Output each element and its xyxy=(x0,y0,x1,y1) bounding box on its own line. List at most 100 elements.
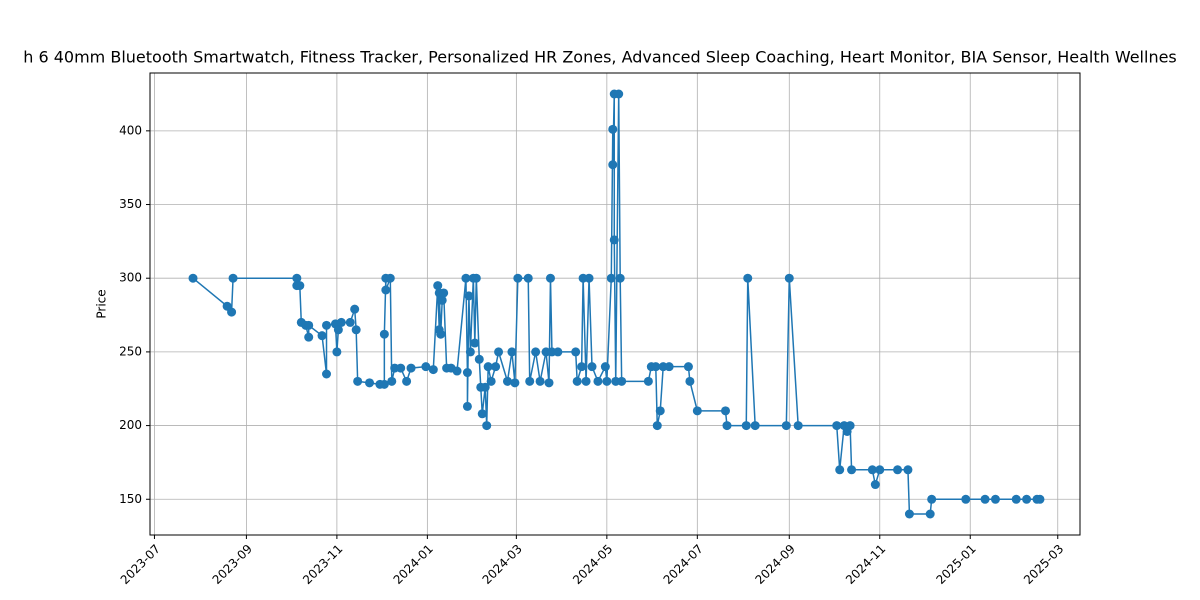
y-tick-label: 350 xyxy=(119,197,142,211)
price-point xyxy=(482,421,492,431)
price-point xyxy=(870,480,880,490)
price-point xyxy=(664,362,674,372)
price-point xyxy=(904,509,914,519)
price-point xyxy=(228,273,238,283)
price-point xyxy=(317,331,327,341)
price-point xyxy=(545,273,555,283)
price-point xyxy=(336,317,346,327)
price-point xyxy=(609,235,619,245)
price-point xyxy=(421,362,431,372)
price-point xyxy=(351,325,361,335)
price-point xyxy=(474,354,484,364)
price-point xyxy=(608,124,618,134)
price-point xyxy=(614,89,624,99)
price-point xyxy=(722,421,732,431)
price-point xyxy=(402,376,412,386)
price-point xyxy=(544,378,554,388)
price-point xyxy=(523,273,533,283)
price-point xyxy=(784,273,794,283)
x-tick-label: 2023-11 xyxy=(300,542,345,587)
x-tick-label: 2024-11 xyxy=(843,542,888,587)
price-point xyxy=(750,421,760,431)
x-tick-label: 2025-03 xyxy=(1021,542,1066,587)
price-point xyxy=(295,281,305,291)
price-point xyxy=(510,378,520,388)
price-point xyxy=(692,406,702,416)
price-point xyxy=(433,281,443,291)
price-point xyxy=(903,465,913,475)
price-point xyxy=(980,494,990,504)
price-point xyxy=(571,347,581,357)
price-point xyxy=(608,160,618,170)
price-point xyxy=(581,376,591,386)
price-point xyxy=(875,465,885,475)
price-point xyxy=(643,376,653,386)
price-point xyxy=(600,362,610,372)
price-point xyxy=(436,329,446,339)
price-point xyxy=(513,273,523,283)
price-point xyxy=(332,347,342,357)
price-point xyxy=(396,363,406,373)
price-point xyxy=(471,273,481,283)
price-point xyxy=(845,421,855,431)
price-point xyxy=(385,273,395,283)
price-point xyxy=(961,494,971,504)
price-point xyxy=(452,366,462,376)
x-tick-label: 2025-01 xyxy=(933,542,978,587)
x-tick-label: 2024-07 xyxy=(661,542,706,587)
price-point xyxy=(491,362,501,372)
plot-area xyxy=(188,89,1045,519)
price-point xyxy=(525,376,535,386)
price-point xyxy=(651,362,661,372)
x-tick-label: 2023-09 xyxy=(210,542,255,587)
price-point xyxy=(483,362,493,372)
price-point xyxy=(188,273,198,283)
price-point xyxy=(927,494,937,504)
price-point xyxy=(925,509,935,519)
price-point xyxy=(379,379,389,389)
price-point xyxy=(304,332,314,342)
price-point xyxy=(602,376,612,386)
x-tick-label: 2024-09 xyxy=(753,542,798,587)
price-point xyxy=(406,363,416,373)
price-point xyxy=(502,376,512,386)
price-point xyxy=(464,291,474,301)
price-point xyxy=(577,362,587,372)
price-point xyxy=(721,406,731,416)
price-point xyxy=(781,421,791,431)
price-point xyxy=(793,421,803,431)
price-point xyxy=(437,295,447,305)
price-point xyxy=(345,317,355,327)
price-point xyxy=(227,307,237,317)
price-point xyxy=(486,376,496,386)
price-point xyxy=(333,325,343,335)
x-tick-label: 2024-01 xyxy=(391,542,436,587)
y-tick-label: 400 xyxy=(119,123,142,137)
price-point xyxy=(652,421,662,431)
price-point xyxy=(353,376,363,386)
price-point xyxy=(893,465,903,475)
price-point xyxy=(685,376,695,386)
x-tick-label: 2023-07 xyxy=(118,542,163,587)
price-point xyxy=(322,369,332,379)
price-point xyxy=(462,401,472,411)
price-point xyxy=(617,376,627,386)
price-point xyxy=(743,273,753,283)
price-point xyxy=(1022,494,1032,504)
price-point xyxy=(461,273,471,283)
price-point xyxy=(439,288,449,298)
price-point xyxy=(494,347,504,357)
price-point xyxy=(535,376,545,386)
price-point xyxy=(835,465,845,475)
chart-title: h 6 40mm Bluetooth Smartwatch, Fitness T… xyxy=(23,48,1177,67)
price-point xyxy=(322,320,332,330)
price-point xyxy=(477,409,487,419)
y-tick-label: 150 xyxy=(119,492,142,506)
price-point xyxy=(507,347,517,357)
price-point xyxy=(480,382,490,392)
price-point xyxy=(350,304,360,314)
price-point xyxy=(587,362,597,372)
price-point xyxy=(465,347,475,357)
